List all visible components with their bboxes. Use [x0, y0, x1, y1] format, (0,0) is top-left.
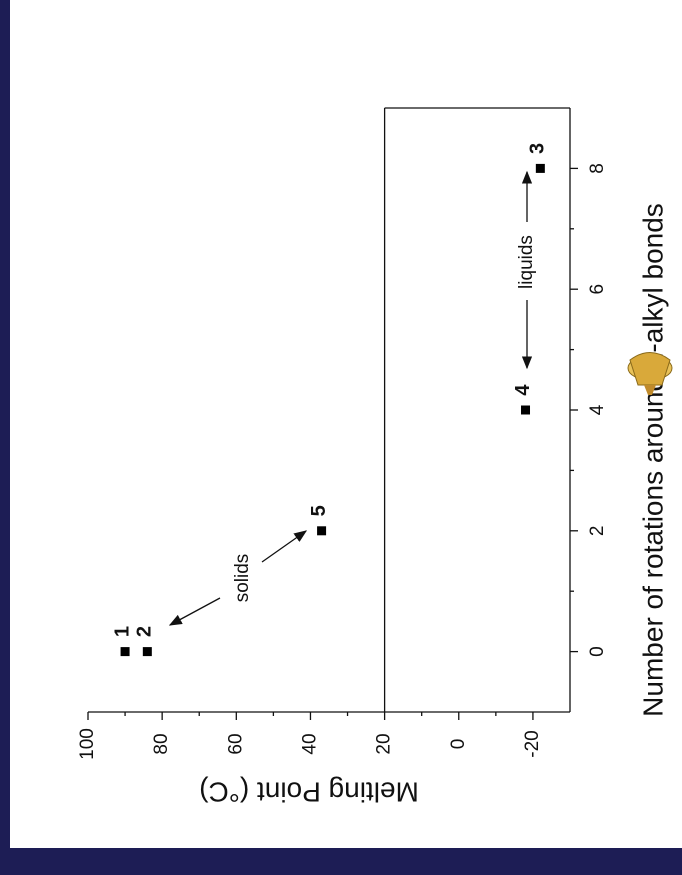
data-point: [143, 647, 152, 656]
x-tick-label: 6: [587, 284, 608, 295]
y-tick-label: 0: [448, 739, 469, 750]
point-label: 5: [308, 505, 330, 516]
annotation: liquids: [516, 235, 537, 289]
annotation: solids: [232, 554, 253, 603]
plot-background: [10, 0, 682, 848]
y-tick-label: 80: [151, 733, 172, 754]
y-tick-label: 60: [225, 733, 246, 754]
x-tick-label: 0: [587, 646, 608, 657]
x-tick-label: 4: [587, 404, 608, 415]
y-tick-label: 20: [374, 733, 395, 754]
data-point: [536, 164, 545, 173]
data-point: [317, 526, 326, 535]
x-tick-label: 2: [587, 526, 608, 537]
point-label: 1: [111, 626, 133, 637]
y-tick-label: -20: [522, 730, 543, 757]
point-label: 4: [512, 384, 534, 396]
chart: -20 0 20 40 60 80 100 0 2 4 6 8 Number of rotations …: [0, 0, 682, 875]
data-point: [521, 406, 530, 415]
y-tick-label: 40: [299, 733, 320, 754]
data-point: [121, 647, 130, 656]
x-axis-title: Number of rotations around n-alkyl bonds: [637, 203, 668, 717]
point-label: 3: [527, 143, 549, 154]
y-axis-title: Melting Point (°C): [199, 777, 419, 808]
y-tick-label: 100: [77, 728, 98, 760]
x-tick-label: 8: [587, 163, 608, 174]
point-label: 2: [134, 626, 156, 637]
